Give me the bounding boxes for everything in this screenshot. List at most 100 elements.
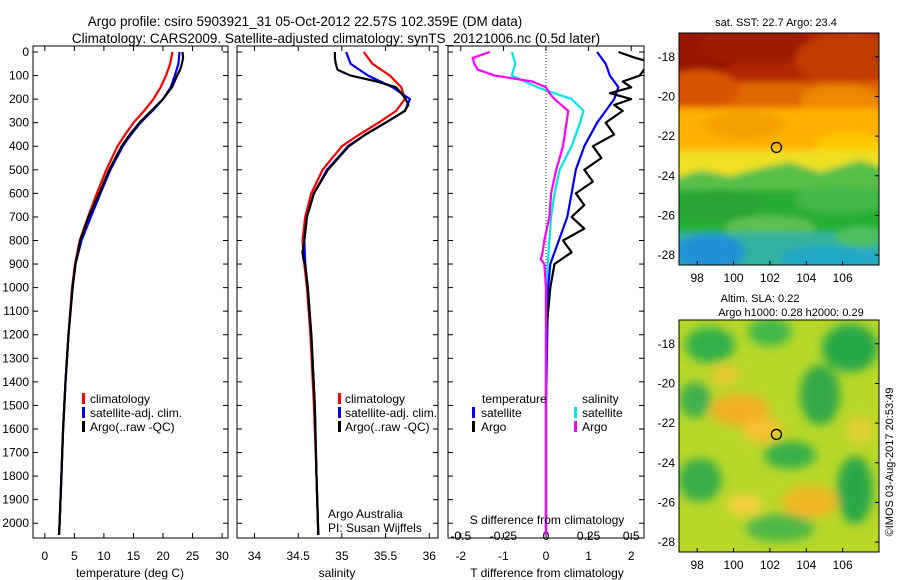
legend-s-satellite: satellite: [582, 406, 623, 420]
x-tick-label: 10: [97, 549, 111, 563]
map-y-tick-label: -24: [658, 456, 676, 470]
legend-swatch-s-satellite: [574, 407, 577, 418]
series-line-t-satellite: [544, 51, 620, 535]
y-tick-label: 400: [9, 139, 29, 153]
legend-swatch-climatology: [82, 393, 85, 404]
legend-swatch-t-satellite: [472, 407, 475, 418]
difference-legend: temperature salinity satellite Argo sate…: [472, 392, 623, 434]
figure-title-line2: Climatology: CARS2009. Satellite-adjuste…: [72, 31, 600, 46]
x-tick-label: 5: [71, 549, 78, 563]
map-y-tick-label: -26: [658, 495, 676, 509]
x-tick-label: 2: [628, 549, 635, 563]
map-x-tick-label: 106: [833, 558, 853, 572]
imos-timestamp: ©IMOS 03-Aug-2017 20:53:49: [884, 388, 896, 537]
salinity-axes-frame: [236, 45, 439, 539]
map-y-tick-label: -18: [658, 50, 676, 64]
series-line-argo-raw-qc: [57, 51, 185, 536]
y-tick-label: 500: [9, 163, 29, 177]
map-x-tick-label: 106: [833, 271, 853, 285]
y-tick-label: 1600: [2, 422, 29, 436]
map-y-tick-label: -22: [658, 416, 676, 430]
map-x-tick-label: 102: [760, 558, 780, 572]
map-y-tick-label: -24: [658, 169, 676, 183]
sst-field: [679, 33, 879, 265]
sla-map-subtitle: Argo h1000: 0.28 h2000: 0.29: [718, 307, 864, 319]
y-tick-label: 1400: [2, 375, 29, 389]
y-tick-label: 1100: [3, 304, 29, 318]
map-y-tick-label: -20: [658, 376, 676, 390]
argo-float-marker: [770, 141, 783, 154]
salinity-panel: 34 34.5 35 35.5 36 salinity climatology sate…: [236, 45, 439, 580]
figure-title-line1: Argo profile: csiro 5903921_31 05-Oct-20…: [88, 14, 523, 29]
x-tick-label-salinity: 0.5: [623, 529, 640, 543]
y-tick-label: 0: [22, 45, 29, 59]
map-y-tick-label: -18: [658, 337, 676, 351]
y-tick-label: 1700: [2, 446, 29, 460]
y-tick-label: 300: [9, 116, 29, 130]
series-line-argo-raw-qc: [301, 52, 410, 536]
y-tick-label: 100: [9, 69, 29, 83]
x-tick-label-salinity: -0.5: [450, 529, 471, 543]
x-tick-label: 35.5: [374, 549, 398, 563]
sst-map-frame: [678, 32, 880, 266]
credit-text: Argo Australia: [328, 507, 403, 521]
y-tick-label: 1800: [2, 469, 29, 483]
sst-map-panel: sat. SST: 22.7 Argo: 23.4: [658, 17, 880, 285]
map-x-tick-label: 104: [796, 558, 816, 572]
map-y-tick-label: -28: [658, 535, 676, 549]
x-tick-label: 0: [41, 549, 48, 563]
map-x-tick-label: 104: [796, 271, 816, 285]
x-tick-label: 0: [543, 549, 550, 563]
map-y-tick-label: -20: [658, 89, 676, 103]
difference-panel: -2 -1 0 1 2-0.5 -0.25 0 0.25 0.5 S difference fr…: [447, 45, 645, 580]
difference-xlabel-top: S difference from climatology: [470, 513, 625, 527]
legend-climatology: climatology: [345, 392, 405, 406]
y-tick-label: 1000: [2, 281, 29, 295]
y-tick-label: 1300: [2, 351, 29, 365]
y-tick-label: 2000: [2, 516, 29, 530]
x-tick-label: 1: [585, 549, 592, 563]
x-tick-label: 20: [156, 549, 170, 563]
temperature-xlabel: temperature (deg C): [76, 566, 184, 580]
argo-float-marker: [770, 428, 783, 441]
series-line-s-argo: [471, 50, 570, 535]
legend-swatch-satellite: [82, 407, 85, 418]
sla-map-panel: Altim. SLA: 0.22 Argo h1000: 0.28 h2000:…: [658, 293, 880, 572]
legend-swatch-t-argo: [472, 421, 475, 432]
x-tick-label: 30: [215, 549, 229, 563]
series-line-s-satellite: [510, 51, 585, 535]
map-y-tick-label: -28: [658, 248, 676, 262]
x-tick-label: -1: [498, 549, 509, 563]
x-tick-label: 15: [127, 549, 141, 563]
salinity-xlabel: salinity: [319, 566, 356, 580]
legend-satellite: satellite-adj. clim.: [345, 406, 437, 420]
y-tick-label: 1200: [2, 328, 29, 342]
legend-salinity-header: salinity: [582, 392, 619, 406]
map-x-tick-label: 98: [691, 558, 705, 572]
y-tick-label: 200: [9, 92, 29, 106]
sla-map-frame: [678, 319, 880, 553]
y-tick-label: 1500: [2, 398, 29, 412]
map-y-tick-label: -26: [658, 208, 676, 222]
map-x-tick-label: 100: [724, 558, 744, 572]
salinity-legend: climatology satellite-adj. clim. Argo(..…: [338, 392, 437, 434]
series-line-t-argo: [544, 50, 644, 535]
sla-field: [679, 320, 878, 542]
legend-t-argo: Argo: [481, 420, 507, 434]
legend-swatch-argo: [338, 421, 341, 432]
pi-text: PI: Susan Wijffels: [328, 521, 422, 535]
x-tick-label-salinity: 0.25: [577, 529, 601, 543]
legend-s-argo: Argo: [582, 420, 608, 434]
y-tick-label: 1900: [2, 493, 29, 507]
x-tick-label: 34: [248, 549, 262, 563]
x-tick-label: -2: [455, 549, 466, 563]
y-tick-label: 900: [9, 257, 29, 271]
map-x-tick-label: 100: [724, 271, 744, 285]
legend-swatch-satellite: [338, 407, 341, 418]
legend-satellite: satellite-adj. clim.: [90, 406, 182, 420]
x-tick-label: 25: [186, 549, 200, 563]
difference-xlabel: T difference from climatology: [470, 566, 624, 580]
legend-swatch-argo: [82, 421, 85, 432]
y-tick-label: 800: [9, 233, 29, 247]
legend-argo: Argo(..raw -QC): [345, 420, 430, 434]
